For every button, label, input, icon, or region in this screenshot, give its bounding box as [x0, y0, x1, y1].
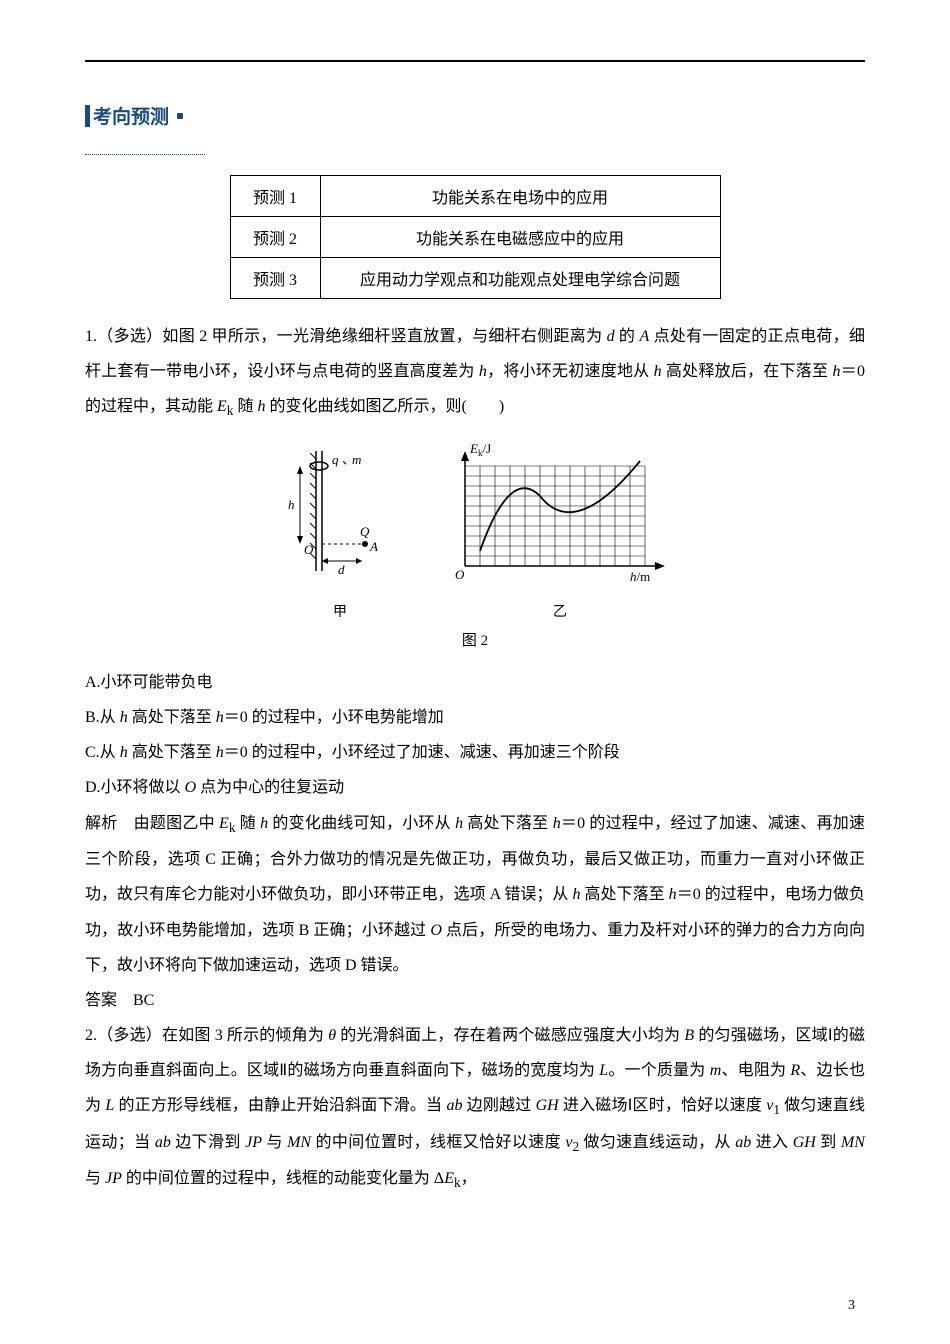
label-h: h: [288, 497, 295, 512]
option-c: C.从 h 高处下落至 h＝0 的过程中，小环经过了加速、减速、再加速三个阶段: [85, 735, 865, 770]
page-number: 3: [848, 1298, 855, 1314]
table-cell-left: 预测 2: [230, 217, 320, 258]
section-marker: [85, 105, 90, 127]
table-cell-right: 应用动力学观点和功能观点处理电学综合问题: [320, 258, 720, 299]
table-cell-left: 预测 3: [230, 258, 320, 299]
x-axis-label: h/m: [630, 569, 650, 584]
graph-diagram: Ek/J h/m O: [450, 441, 670, 591]
question-1-options: A.小环可能带负电 B.从 h 高处下落至 h＝0 的过程中，小环电势能增加 C…: [85, 665, 865, 806]
question-1-answer: 答案 BC: [85, 983, 865, 1018]
label-A: A: [369, 539, 378, 554]
question-1-stem: 1.（多选）如图 2 甲所示，一光滑绝缘细杆竖直放置，与细杆右侧距离为 d 的 …: [85, 319, 865, 426]
y-axis-label: Ek/J: [469, 441, 491, 458]
page-content: 考向预测 预测 1 功能关系在电场中的应用 预测 2 功能关系在电磁感应中的应用…: [0, 0, 950, 1238]
label-O: O: [304, 542, 314, 557]
question-2-stem: 2.（多选）在如图 3 所示的倾角为 θ 的光滑斜面上，存在着两个磁感应强度大小…: [85, 1018, 865, 1198]
label-d: d: [338, 562, 345, 577]
sublabel-right: 乙: [450, 601, 670, 621]
origin-label: O: [455, 567, 465, 582]
table-cell-right: 功能关系在电场中的应用: [320, 176, 720, 217]
label-q: q: [332, 452, 339, 467]
section-dot: [177, 113, 183, 119]
option-b: B.从 h 高处下落至 h＝0 的过程中，小环电势能增加: [85, 700, 865, 735]
table-row: 预测 1 功能关系在电场中的应用: [230, 176, 720, 217]
table-cell-right: 功能关系在电磁感应中的应用: [320, 217, 720, 258]
figure-2: q 、 m h O Q A d 甲: [85, 441, 865, 650]
label-Q: Q: [360, 524, 370, 539]
prediction-table: 预测 1 功能关系在电场中的应用 预测 2 功能关系在电磁感应中的应用 预测 3…: [230, 175, 721, 299]
section-title: 考向预测: [93, 102, 169, 129]
option-a: A.小环可能带负电: [85, 665, 865, 700]
question-1-explanation: 解析 由题图乙中 Ek 随 h 的变化曲线可知，小环从 h 高处下落至 h＝0 …: [85, 806, 865, 983]
table-cell-left: 预测 1: [230, 176, 320, 217]
label-m: m: [352, 452, 361, 467]
top-border: [85, 60, 865, 62]
rod-diagram: q 、 m h O Q A d: [280, 441, 400, 591]
diagram-right: Ek/J h/m O 乙: [450, 441, 670, 621]
table-row: 预测 3 应用动力学观点和功能观点处理电学综合问题: [230, 258, 720, 299]
table-row: 预测 2 功能关系在电磁感应中的应用: [230, 217, 720, 258]
figure-row: q 、 m h O Q A d 甲: [85, 441, 865, 621]
option-d: D.小环将做以 O 点为中心的往复运动: [85, 770, 865, 805]
figure-caption: 图 2: [85, 629, 865, 650]
section-header: 考向预测: [85, 102, 865, 129]
diagram-left: q 、 m h O Q A d 甲: [280, 441, 400, 621]
sublabel-left: 甲: [280, 601, 400, 621]
dotted-underline: [85, 154, 205, 155]
